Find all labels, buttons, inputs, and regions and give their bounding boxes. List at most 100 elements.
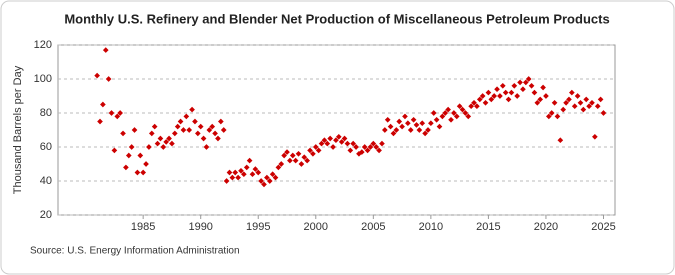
point <box>97 118 103 125</box>
point <box>494 86 500 93</box>
point <box>468 103 474 110</box>
point <box>540 84 546 91</box>
point <box>255 169 262 176</box>
point <box>284 149 290 155</box>
point <box>499 82 506 89</box>
point <box>212 130 218 137</box>
y-tick-label: 20 <box>40 209 52 221</box>
point <box>128 144 135 150</box>
point <box>232 169 239 176</box>
point <box>445 106 451 113</box>
point <box>485 89 492 96</box>
point <box>111 147 118 154</box>
point <box>146 144 152 150</box>
point <box>120 130 126 137</box>
point <box>235 174 241 181</box>
point <box>502 89 509 96</box>
point <box>430 110 437 116</box>
point <box>557 137 564 144</box>
point <box>243 164 250 171</box>
point <box>482 99 489 106</box>
point <box>180 127 187 133</box>
point <box>333 137 339 144</box>
y-axis-label: Thousand Barrels per Day <box>12 65 24 194</box>
point <box>143 161 149 167</box>
point <box>491 93 497 99</box>
point <box>215 135 221 142</box>
point <box>318 140 325 147</box>
point <box>479 93 486 99</box>
x-tick-label: 2005 <box>361 221 385 233</box>
point <box>367 144 374 150</box>
point <box>174 123 181 130</box>
point <box>376 147 382 154</box>
point <box>289 152 296 159</box>
x-tick-label: 1985 <box>131 221 155 233</box>
point <box>315 147 322 154</box>
point <box>566 96 572 103</box>
point <box>592 133 598 140</box>
point <box>465 113 472 120</box>
point <box>364 147 371 154</box>
point <box>497 93 503 99</box>
point <box>275 164 282 171</box>
point <box>511 82 518 89</box>
point <box>379 140 385 147</box>
point <box>462 110 469 116</box>
point <box>166 135 172 142</box>
point <box>571 103 578 110</box>
point <box>586 103 592 110</box>
point <box>304 157 310 164</box>
point <box>448 116 454 123</box>
point <box>114 113 121 120</box>
point <box>148 130 155 137</box>
point <box>600 110 607 116</box>
point <box>456 103 463 110</box>
point <box>589 99 595 106</box>
x-tick-label: 2000 <box>304 221 328 233</box>
point <box>514 93 521 99</box>
point <box>370 140 377 147</box>
x-tick-label: 2010 <box>419 221 443 233</box>
point <box>229 174 236 181</box>
point <box>151 123 158 130</box>
point <box>554 113 561 120</box>
point <box>238 167 244 174</box>
point <box>287 157 293 164</box>
point <box>471 99 477 106</box>
point <box>442 110 449 116</box>
point <box>301 154 308 161</box>
point <box>551 99 558 106</box>
point <box>474 103 480 110</box>
point <box>525 76 532 82</box>
point <box>574 93 581 99</box>
point <box>425 127 431 133</box>
point <box>140 169 146 176</box>
point <box>264 174 270 181</box>
point <box>459 106 466 113</box>
point <box>220 127 227 133</box>
point <box>197 123 204 130</box>
point <box>407 127 414 133</box>
point <box>344 140 351 147</box>
point <box>528 82 535 89</box>
point <box>200 135 207 142</box>
point <box>177 118 184 125</box>
point <box>189 106 195 113</box>
point <box>347 147 354 154</box>
point <box>353 144 359 150</box>
point <box>563 99 569 106</box>
point <box>169 140 175 147</box>
point <box>194 130 201 137</box>
point <box>307 147 313 154</box>
point <box>350 140 357 147</box>
point <box>330 144 336 150</box>
chart-title: Monthly U.S. Refinery and Blender Net Pr… <box>64 11 609 26</box>
point <box>154 140 161 147</box>
point <box>171 130 178 137</box>
x-tick-label: 2015 <box>476 221 500 233</box>
point <box>405 120 411 127</box>
point <box>476 96 483 103</box>
point <box>252 166 259 172</box>
